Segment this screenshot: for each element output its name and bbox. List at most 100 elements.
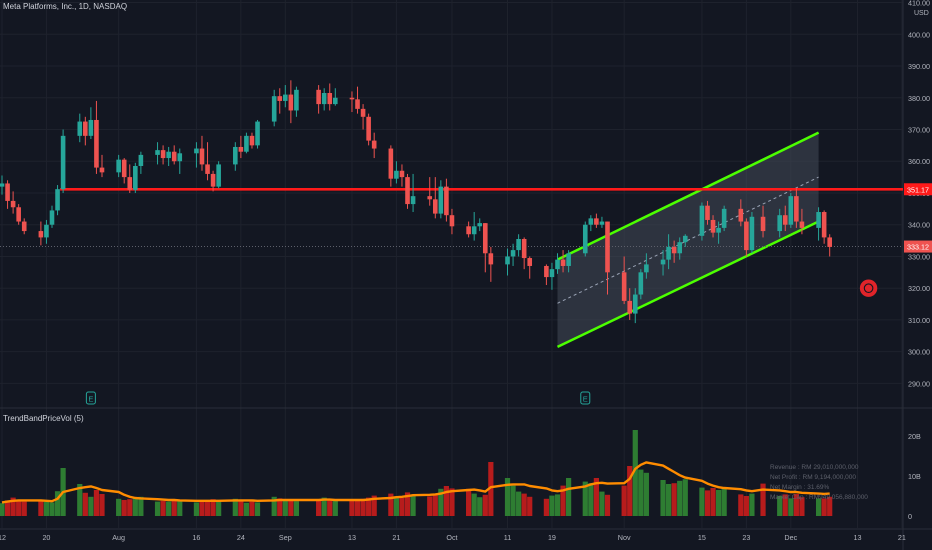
candle-body[interactable] (216, 164, 221, 187)
candle-body[interactable] (549, 269, 555, 278)
candle-body[interactable] (794, 196, 799, 222)
candle-body[interactable] (288, 94, 294, 111)
candle-body[interactable] (777, 215, 782, 232)
trend-channel[interactable] (556, 131, 820, 349)
candle-body[interactable] (432, 199, 438, 214)
candle-body[interactable] (327, 92, 333, 105)
candle-body[interactable] (371, 140, 377, 149)
candle-body[interactable] (438, 186, 444, 214)
candle-body[interactable] (77, 121, 83, 136)
candle-body[interactable] (60, 135, 66, 190)
candle-body[interactable] (366, 116, 371, 141)
candle-body[interactable] (138, 154, 144, 166)
candle-body[interactable] (155, 150, 160, 155)
candle-body[interactable] (283, 94, 288, 101)
candle-body[interactable] (116, 159, 121, 173)
candle-body[interactable] (210, 173, 216, 187)
candle-body[interactable] (594, 218, 599, 225)
candle-body[interactable] (49, 210, 55, 225)
candle-body[interactable] (205, 164, 210, 174)
candle-body[interactable] (394, 170, 399, 179)
candle-body[interactable] (333, 97, 338, 105)
candle-body[interactable] (471, 226, 477, 235)
candle-body[interactable] (238, 146, 244, 152)
candle-body[interactable] (55, 189, 60, 211)
candle-body[interactable] (527, 258, 533, 266)
candle-body[interactable] (510, 250, 516, 257)
candle-body[interactable] (0, 183, 5, 187)
candle-body[interactable] (482, 223, 488, 254)
candle-body[interactable] (827, 237, 832, 247)
candle-body[interactable] (516, 239, 521, 251)
channel-lower-line[interactable] (556, 220, 820, 349)
candle-body[interactable] (599, 221, 605, 225)
candle-body[interactable] (166, 151, 171, 159)
candle-body[interactable] (249, 135, 255, 146)
candle-body[interactable] (133, 165, 138, 190)
candle-body[interactable] (749, 216, 755, 251)
candle-body[interactable] (644, 264, 649, 273)
candle-body[interactable] (816, 212, 821, 228)
candle-body[interactable] (566, 253, 571, 266)
candle-body[interactable] (799, 221, 805, 228)
candle-body[interactable] (477, 223, 483, 227)
candle-body[interactable] (349, 97, 355, 100)
candle-body[interactable] (399, 170, 405, 178)
candle-body[interactable] (710, 219, 716, 233)
candle-body[interactable] (444, 186, 449, 216)
price-candles[interactable] (0, 80, 832, 324)
candle-body[interactable] (682, 235, 688, 243)
candle-body[interactable] (294, 89, 299, 111)
candle-body[interactable] (16, 207, 21, 222)
channel-upper-line[interactable] (556, 131, 820, 261)
candle-body[interactable] (316, 89, 321, 105)
candle-body[interactable] (716, 227, 721, 233)
candle-body[interactable] (38, 231, 44, 238)
candle-body[interactable] (255, 121, 260, 146)
candle-body[interactable] (582, 224, 588, 254)
candle-body[interactable] (605, 221, 610, 273)
candle-body[interactable] (160, 150, 166, 159)
candle-body[interactable] (744, 221, 749, 251)
candle-body[interactable] (388, 148, 394, 179)
candle-body[interactable] (544, 265, 549, 278)
candle-body[interactable] (738, 208, 744, 222)
candle-body[interactable] (360, 108, 366, 117)
candle-body[interactable] (699, 205, 705, 236)
candle-body[interactable] (632, 294, 638, 314)
candle-body[interactable] (638, 272, 644, 295)
candle-body[interactable] (427, 196, 433, 200)
resistance-line[interactable]: 351.17 333.12 (0, 183, 932, 253)
candle-body[interactable] (88, 119, 94, 136)
candle-body[interactable] (405, 177, 410, 205)
candle-body[interactable] (488, 253, 494, 265)
candle-body[interactable] (721, 208, 727, 228)
candle-body[interactable] (621, 272, 627, 301)
candle-body[interactable] (505, 256, 510, 265)
candle-body[interactable] (627, 300, 633, 314)
target-icon[interactable] (864, 284, 873, 292)
candle-body[interactable] (660, 259, 666, 265)
candle-body[interactable] (171, 151, 177, 162)
candle-body[interactable] (127, 177, 133, 190)
candle-body[interactable] (277, 96, 283, 101)
candle-body[interactable] (271, 96, 277, 122)
candle-body[interactable] (233, 146, 238, 165)
candle-body[interactable] (782, 215, 788, 225)
candle-body[interactable] (194, 148, 199, 154)
candle-body[interactable] (555, 259, 560, 270)
candle-body[interactable] (760, 216, 766, 232)
candle-body[interactable] (10, 200, 16, 208)
candle-body[interactable] (449, 215, 455, 227)
candle-body[interactable] (588, 218, 594, 225)
candle-body[interactable] (666, 246, 671, 260)
candle-body[interactable] (466, 226, 471, 235)
candle-body[interactable] (560, 259, 566, 266)
candle-body[interactable] (21, 221, 27, 232)
candle-body[interactable] (177, 153, 183, 162)
candle-body[interactable] (355, 99, 360, 109)
candle-body[interactable] (244, 135, 249, 152)
candle-body[interactable] (321, 92, 327, 105)
